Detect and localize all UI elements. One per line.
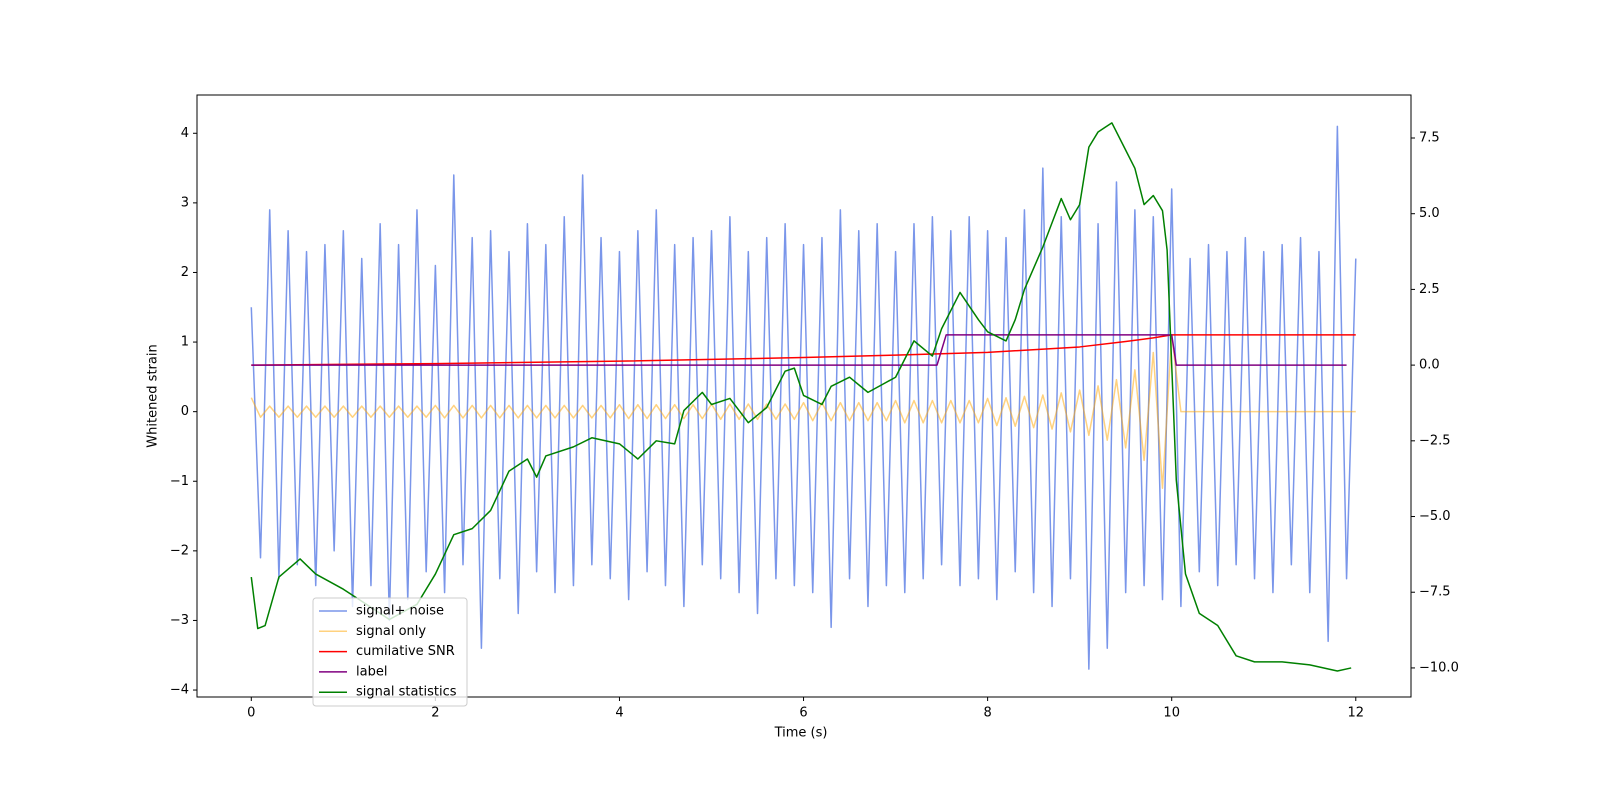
y-tick-label: −1: [170, 474, 189, 489]
x-tick-label: 10: [1163, 706, 1180, 721]
y-tick-label: −3: [170, 613, 189, 628]
y2-tick-label: −10.0: [1419, 660, 1459, 675]
y2-tick-label: −5.0: [1419, 509, 1451, 524]
x-tick-label: 8: [983, 706, 991, 721]
series-line: [251, 334, 1356, 366]
y-tick-label: 3: [181, 195, 189, 210]
y2-tick-label: 2.5: [1419, 282, 1440, 297]
y-tick-label: 0: [181, 404, 189, 419]
legend-box: [312, 597, 468, 707]
x-tick-label: 0: [247, 706, 255, 721]
series-line: [250, 125, 1357, 670]
y2-tick-label: −2.5: [1419, 433, 1451, 448]
legend-label: label: [356, 664, 387, 679]
x-tick-label: 6: [799, 706, 807, 721]
y2-tick-label: 7.5: [1419, 131, 1440, 146]
plot-area: [250, 122, 1357, 672]
series-line: [250, 122, 1352, 672]
x-axis-label: Time (s): [774, 726, 828, 741]
legend-label: cumilative SNR: [356, 644, 455, 659]
y-tick-label: 2: [181, 265, 189, 280]
series-line: [251, 334, 1347, 366]
legend-label: signal+ noise: [356, 604, 444, 619]
plot-frame: [196, 94, 1412, 698]
x-tick-label: 2: [431, 706, 439, 721]
legend: signal+ noise signal only cumilative SNR la…: [312, 597, 468, 707]
y2-tick-label: 5.0: [1419, 206, 1440, 221]
y2-tick-label: −7.5: [1419, 585, 1451, 600]
legend-label: signal statistics: [356, 685, 457, 700]
x-tick-label: 12: [1348, 706, 1365, 721]
y-tick-label: 4: [181, 126, 189, 141]
legend-label: signal only: [356, 624, 426, 639]
x-tick-label: 4: [615, 706, 623, 721]
y2-tick-label: 0.0: [1419, 358, 1440, 373]
y-tick-label: −4: [170, 683, 189, 698]
y-tick-label: 1: [181, 335, 189, 350]
y-tick-label: −2: [170, 543, 189, 558]
y-axis-label: Whitened strain: [146, 344, 161, 447]
